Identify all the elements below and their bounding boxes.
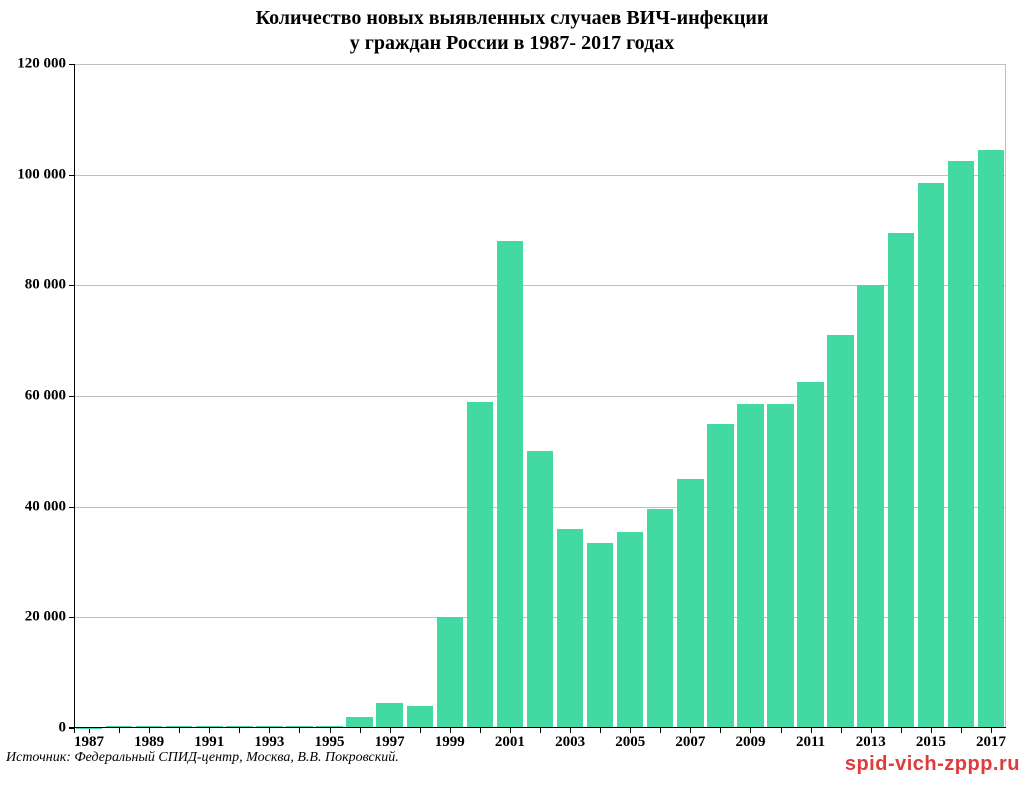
x-tick-label: 1989: [134, 728, 164, 751]
x-tick-label: 2009: [735, 728, 765, 751]
x-tick-label: 2011: [796, 728, 825, 751]
y-tick-label: 120 000: [17, 56, 74, 73]
y-tick-label: 60 000: [25, 388, 74, 405]
x-tick-mark: [360, 728, 361, 733]
x-tick-mark: [179, 728, 180, 733]
x-tick-label: 2003: [555, 728, 585, 751]
chart-bar: [737, 404, 763, 728]
chart-bar: [857, 285, 883, 728]
chart-bar: [527, 451, 553, 728]
chart-bar: [707, 424, 733, 728]
chart-bar: [376, 703, 402, 728]
y-gridline: [74, 175, 1006, 176]
y-gridline: [74, 64, 1006, 65]
x-tick-mark: [660, 728, 661, 733]
chart-bar: [437, 617, 463, 728]
y-tick-label: 0: [59, 720, 75, 737]
y-tick-label: 100 000: [17, 166, 74, 183]
chart-bar: [677, 479, 703, 728]
title-line-1: Количество новых выявленных случаев ВИЧ-…: [256, 7, 769, 29]
x-tick-mark: [299, 728, 300, 733]
x-tick-label: 1999: [435, 728, 465, 751]
x-tick-label: 1993: [254, 728, 284, 751]
chart-bar: [557, 529, 583, 728]
x-tick-mark: [480, 728, 481, 733]
chart-bar: [888, 233, 914, 728]
chart-plot-area: 020 00040 00060 00080 000100 000120 0001…: [74, 64, 1006, 728]
x-tick-label: 1987: [74, 728, 104, 751]
x-tick-label: 2017: [976, 728, 1006, 751]
x-tick-label: 1995: [315, 728, 345, 751]
chart-bar: [587, 543, 613, 728]
x-tick-mark: [119, 728, 120, 733]
y-tick-label: 40 000: [25, 498, 74, 515]
x-tick-label: 2007: [675, 728, 705, 751]
chart-title: Количество новых выявленных случаев ВИЧ-…: [0, 0, 1024, 56]
chart-bar: [948, 161, 974, 728]
x-tick-label: 2015: [916, 728, 946, 751]
chart-bar: [467, 402, 493, 728]
chart-bar: [797, 382, 823, 728]
x-tick-label: 2013: [856, 728, 886, 751]
x-tick-label: 1991: [194, 728, 224, 751]
source-attribution: Источник: Федеральный СПИД-центр, Москва…: [6, 750, 399, 766]
chart-bar: [767, 404, 793, 728]
x-tick-mark: [540, 728, 541, 733]
y-axis-line: [74, 64, 75, 733]
x-tick-mark: [841, 728, 842, 733]
x-tick-mark: [239, 728, 240, 733]
y-tick-label: 80 000: [25, 277, 74, 294]
y-tick-label: 20 000: [25, 609, 74, 626]
x-tick-mark: [600, 728, 601, 733]
x-tick-label: 2005: [615, 728, 645, 751]
x-tick-mark: [781, 728, 782, 733]
x-tick-label: 2001: [495, 728, 525, 751]
chart-bar: [617, 532, 643, 728]
chart-bar: [647, 509, 673, 728]
x-axis-line: [69, 727, 1006, 728]
chart-bar: [407, 706, 433, 728]
x-tick-label: 1997: [375, 728, 405, 751]
chart-bar: [827, 335, 853, 728]
title-line-2: у граждан России в 1987- 2017 годах: [350, 32, 674, 54]
watermark-text: spid-vich-zppp.ru: [845, 753, 1020, 776]
chart-bar: [918, 183, 944, 728]
x-tick-mark: [420, 728, 421, 733]
x-tick-mark: [901, 728, 902, 733]
chart-bar: [978, 150, 1004, 728]
chart-bar: [497, 241, 523, 728]
x-tick-mark: [961, 728, 962, 733]
x-tick-mark: [720, 728, 721, 733]
